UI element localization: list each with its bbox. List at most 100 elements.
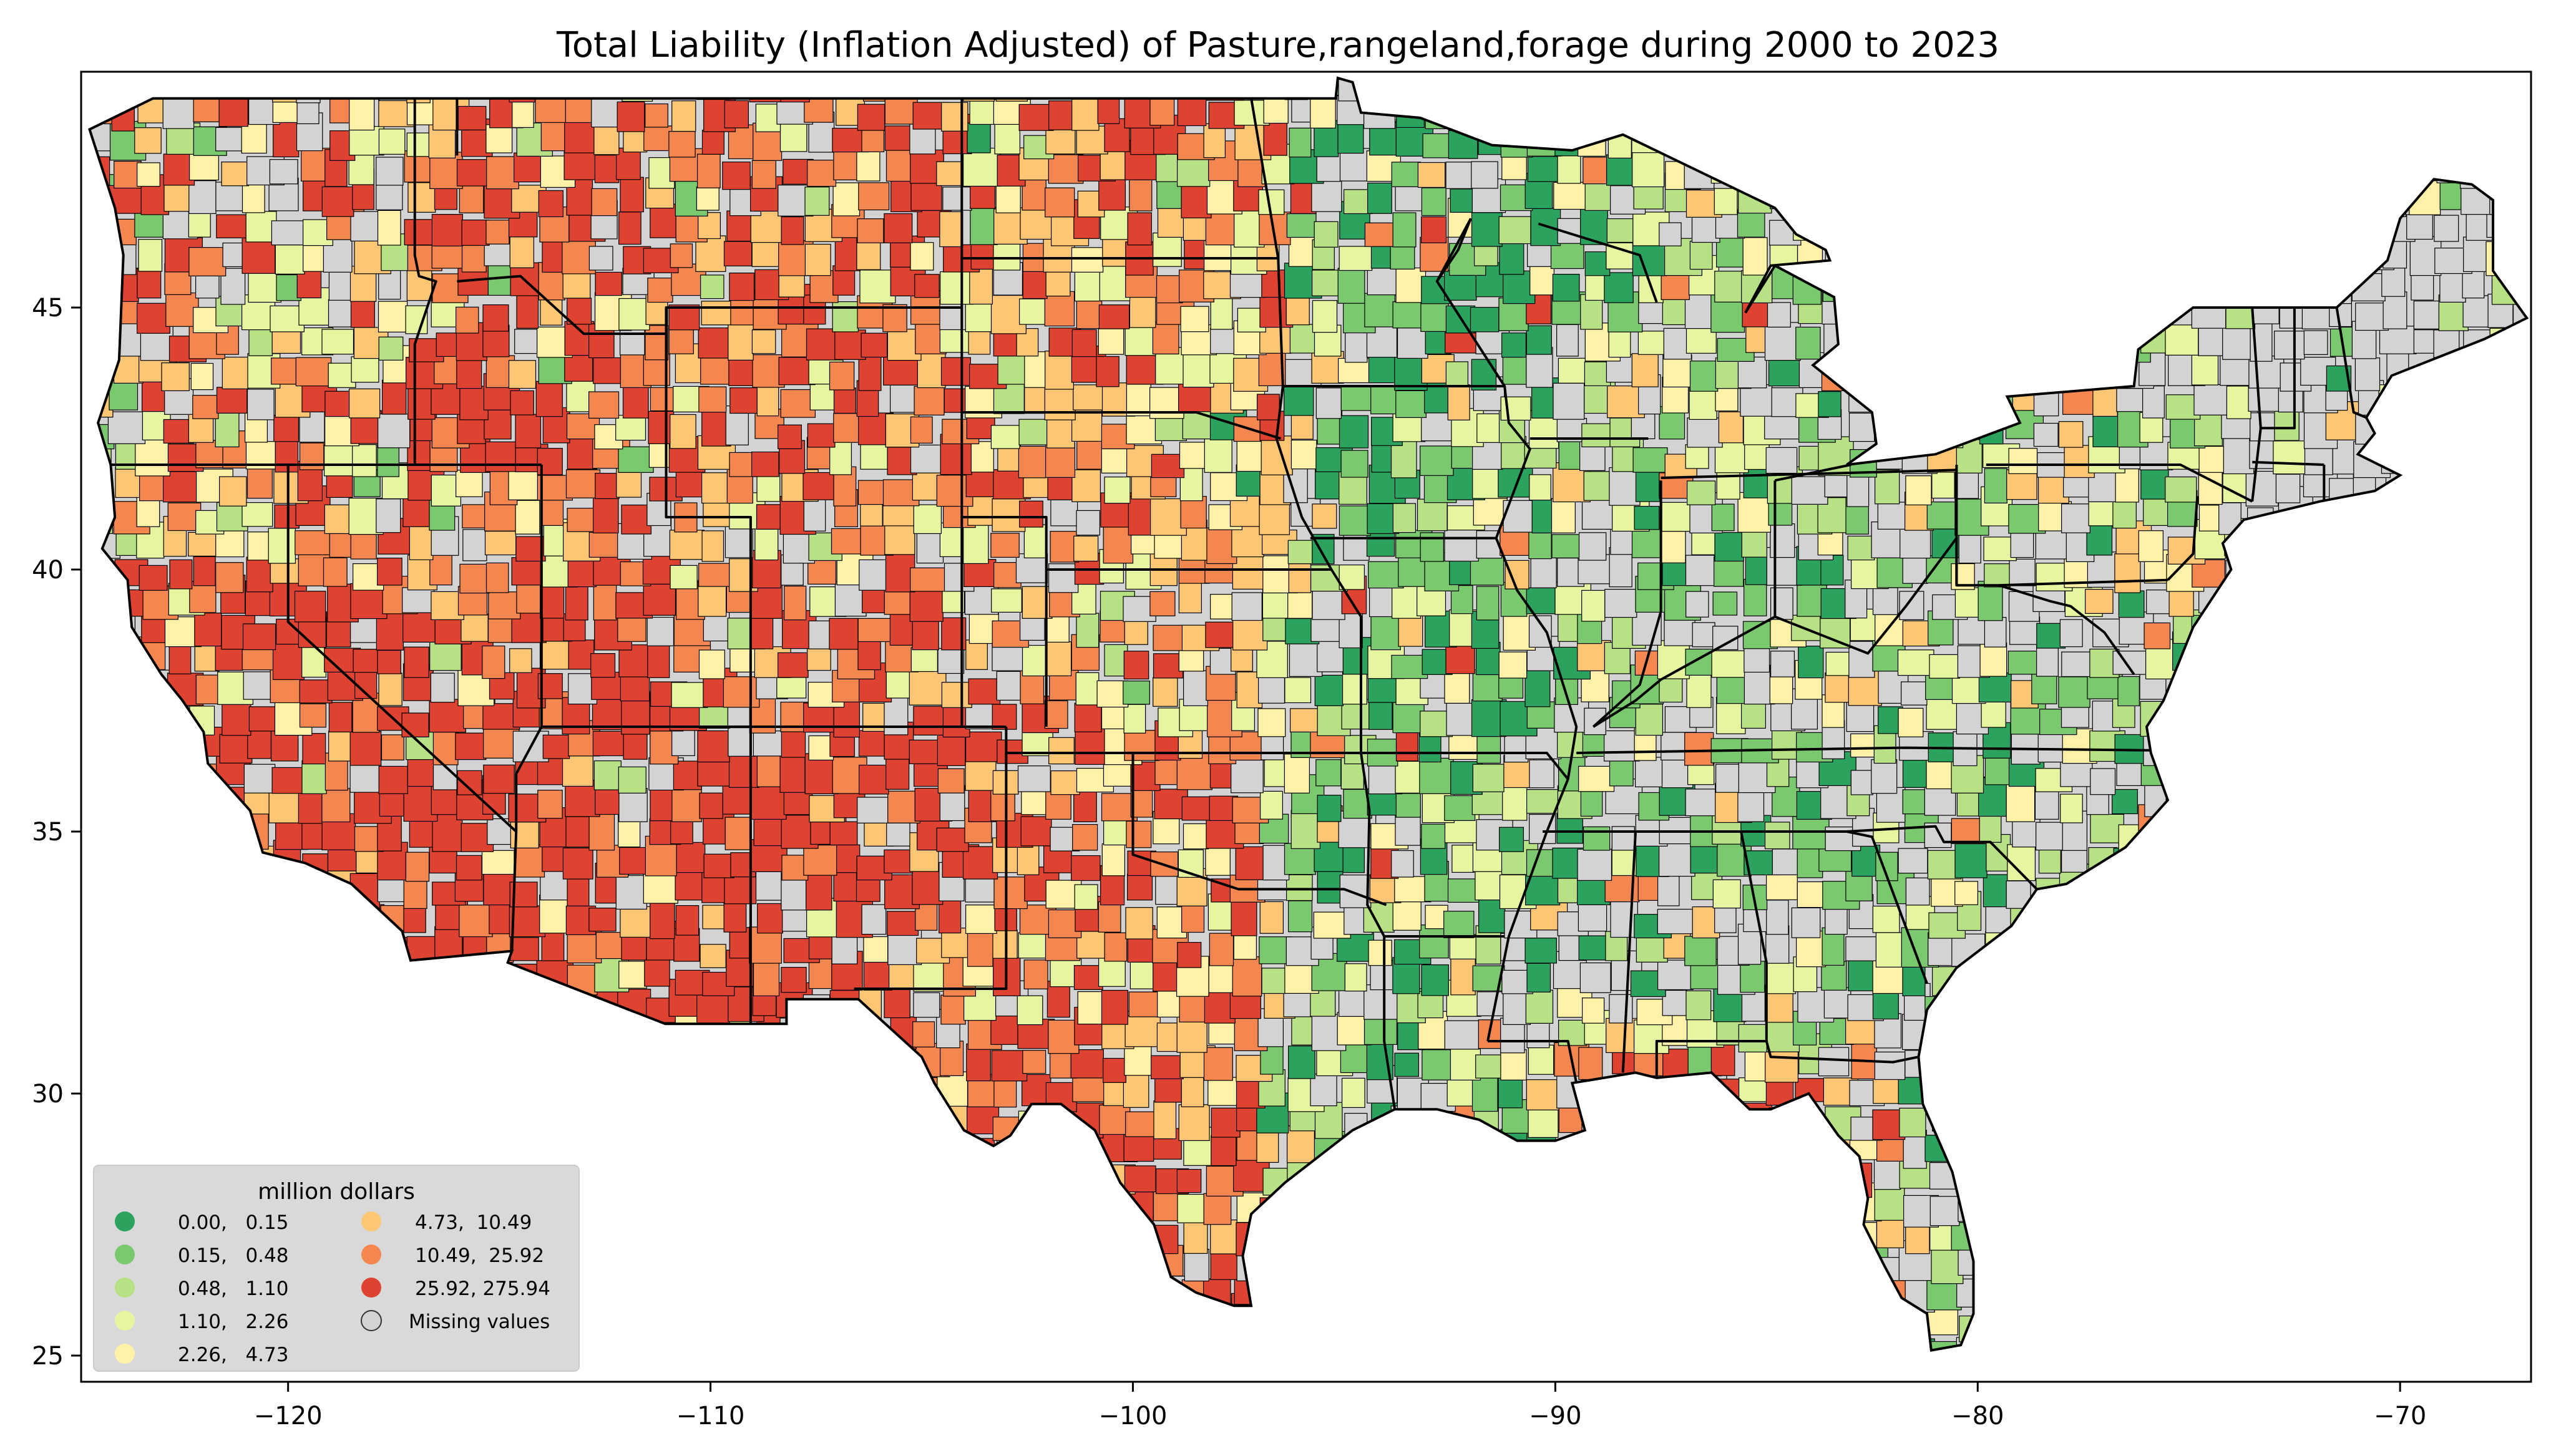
county xyxy=(2246,152,2270,182)
county xyxy=(2193,263,2222,301)
county xyxy=(751,160,776,189)
county xyxy=(2519,1326,2527,1351)
county xyxy=(2032,1228,2060,1256)
county xyxy=(2140,1183,2173,1220)
county xyxy=(1604,730,1640,762)
county xyxy=(2058,233,2095,271)
county xyxy=(703,1346,733,1351)
county xyxy=(1231,759,1264,794)
county xyxy=(2384,90,2421,123)
county xyxy=(2113,920,2142,959)
county xyxy=(2280,963,2308,994)
county xyxy=(804,1098,837,1140)
county xyxy=(2276,1155,2311,1192)
county xyxy=(327,963,351,989)
county xyxy=(459,1076,483,1111)
county xyxy=(2491,816,2522,847)
county xyxy=(1608,1139,1644,1168)
county xyxy=(1046,1337,1080,1351)
county xyxy=(2218,502,2241,535)
county xyxy=(2304,1017,2338,1054)
county xyxy=(2493,1184,2522,1221)
county xyxy=(1076,613,1100,648)
county xyxy=(618,298,650,331)
county xyxy=(1980,1314,2003,1341)
county xyxy=(2492,733,2516,759)
county xyxy=(376,557,402,586)
county xyxy=(2489,78,2527,96)
county xyxy=(2246,1111,2272,1136)
county xyxy=(1931,183,1954,210)
county xyxy=(2012,291,2051,325)
county xyxy=(160,869,183,906)
county xyxy=(1604,588,1637,618)
county xyxy=(2223,1195,2258,1227)
county xyxy=(1045,187,1075,218)
county xyxy=(1344,963,1367,992)
county xyxy=(1688,1281,1711,1308)
county xyxy=(2328,1069,2361,1105)
county xyxy=(1849,89,1875,125)
county xyxy=(1022,1223,1048,1250)
county xyxy=(2223,1224,2256,1251)
county xyxy=(2143,987,2181,1026)
county xyxy=(1392,1247,1428,1284)
county xyxy=(2113,848,2150,880)
county xyxy=(1743,78,1780,100)
county xyxy=(2487,154,2512,181)
county xyxy=(378,336,404,361)
county xyxy=(755,870,785,901)
county xyxy=(2383,291,2407,329)
county xyxy=(193,87,221,122)
county xyxy=(1878,240,1903,269)
county xyxy=(2219,1047,2253,1082)
county xyxy=(1123,704,1146,734)
county xyxy=(137,303,170,334)
county xyxy=(375,1066,400,1106)
county xyxy=(1417,78,1450,97)
county xyxy=(1848,364,1877,388)
county xyxy=(1952,1051,1989,1075)
county xyxy=(2144,967,2182,994)
county xyxy=(1525,989,1554,1024)
county xyxy=(940,357,972,386)
county xyxy=(2032,1178,2061,1219)
county xyxy=(2407,1124,2431,1160)
county xyxy=(138,815,168,851)
county xyxy=(1982,1116,2016,1142)
county xyxy=(2115,150,2145,189)
county xyxy=(2519,908,2527,934)
county xyxy=(700,1049,731,1076)
county xyxy=(272,871,303,910)
county xyxy=(831,1150,857,1190)
county xyxy=(2493,865,2527,905)
county xyxy=(675,470,703,498)
county xyxy=(2379,1046,2417,1080)
county xyxy=(327,928,364,966)
county xyxy=(1180,306,1209,332)
county xyxy=(1579,962,1611,993)
county xyxy=(2140,212,2164,246)
county xyxy=(1583,1168,1611,1198)
county xyxy=(1020,1331,1058,1351)
county xyxy=(2466,1331,2494,1351)
county xyxy=(804,1007,842,1046)
county xyxy=(2306,1124,2333,1162)
county xyxy=(2222,676,2251,704)
county xyxy=(909,739,939,765)
county xyxy=(671,682,708,708)
county xyxy=(1337,1162,1360,1196)
county xyxy=(2486,931,2518,961)
county xyxy=(2381,1282,2406,1310)
county xyxy=(1340,450,1368,478)
county xyxy=(300,1046,338,1084)
county xyxy=(1363,1190,1388,1224)
county xyxy=(2386,896,2423,931)
county xyxy=(2198,1052,2225,1079)
county xyxy=(193,556,216,586)
county xyxy=(2032,323,2061,353)
county xyxy=(2515,777,2527,815)
county xyxy=(1420,445,1454,476)
county xyxy=(2434,1099,2461,1134)
county xyxy=(754,526,779,561)
